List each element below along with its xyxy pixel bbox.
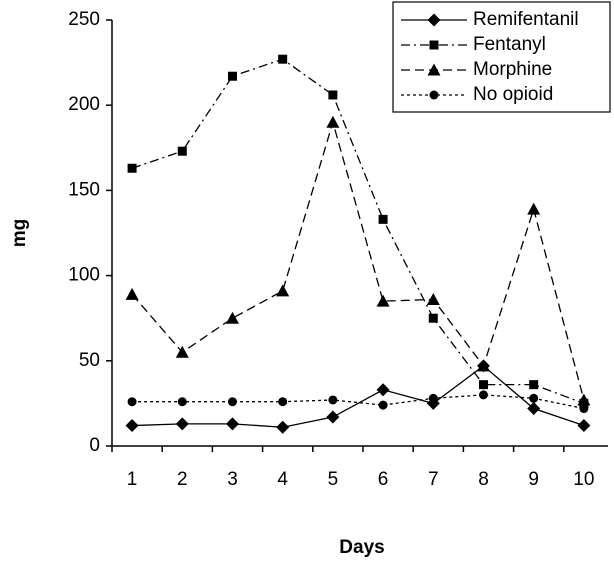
legend-marker <box>427 13 441 27</box>
data-point <box>125 287 139 300</box>
legend-label: Morphine <box>473 59 552 80</box>
data-point <box>378 214 388 224</box>
data-point <box>175 417 189 431</box>
legend-marker <box>427 63 441 76</box>
data-point <box>478 380 488 390</box>
data-point <box>175 345 189 358</box>
data-point <box>529 380 539 390</box>
x-tick-label: 6 <box>378 469 389 490</box>
x-tick-label: 7 <box>428 469 439 490</box>
data-point <box>225 417 239 431</box>
data-point <box>577 419 591 433</box>
data-point <box>328 395 338 405</box>
x-tick-label: 8 <box>478 469 489 490</box>
data-point <box>529 393 539 403</box>
x-tick-label: 10 <box>573 469 594 490</box>
data-point <box>328 90 338 100</box>
data-point <box>278 397 288 407</box>
data-point <box>428 393 438 403</box>
y-tick-label: 200 <box>68 94 100 115</box>
data-point <box>227 71 237 81</box>
y-tick-label: 50 <box>79 350 100 371</box>
data-point <box>326 410 340 424</box>
data-point <box>428 313 438 323</box>
data-point <box>527 402 541 416</box>
data-point <box>476 359 490 372</box>
data-point <box>278 54 288 64</box>
series-line <box>132 365 585 428</box>
data-point <box>127 397 137 407</box>
data-point <box>177 397 187 407</box>
x-tick-label: 3 <box>227 469 238 490</box>
x-tick-label: 5 <box>328 469 339 490</box>
data-point <box>276 420 290 434</box>
series-line <box>131 119 585 401</box>
data-point <box>125 419 139 433</box>
data-point <box>127 163 137 173</box>
legend-label: No opioid <box>473 84 553 105</box>
data-point <box>426 292 440 305</box>
data-point <box>376 383 390 397</box>
series-line <box>132 394 585 410</box>
legend-label: Remifentanil <box>473 9 579 30</box>
series-line <box>131 58 585 405</box>
data-point <box>177 146 187 156</box>
legend-label: Fentanyl <box>473 34 546 55</box>
data-point <box>225 311 239 324</box>
x-tick-label: 2 <box>177 469 188 490</box>
x-tick-label: 1 <box>127 469 138 490</box>
legend-marker <box>429 40 439 50</box>
legend-marker <box>429 90 439 100</box>
data-point <box>378 400 388 410</box>
data-point <box>579 404 589 414</box>
x-axis-label: Days <box>339 537 384 558</box>
x-tick-label: 4 <box>277 469 288 490</box>
data-point <box>227 397 237 407</box>
y-tick-label: 150 <box>68 179 100 200</box>
data-point <box>326 115 340 128</box>
y-axis-label: mg <box>9 219 30 248</box>
y-tick-label: 100 <box>68 265 100 286</box>
data-point <box>478 390 488 400</box>
y-tick-label: 0 <box>89 435 100 456</box>
data-point <box>276 284 290 297</box>
data-point <box>577 393 591 406</box>
y-tick-label: 250 <box>68 9 100 30</box>
data-point <box>376 294 390 307</box>
x-tick-label: 9 <box>528 469 539 490</box>
data-point <box>527 202 541 215</box>
